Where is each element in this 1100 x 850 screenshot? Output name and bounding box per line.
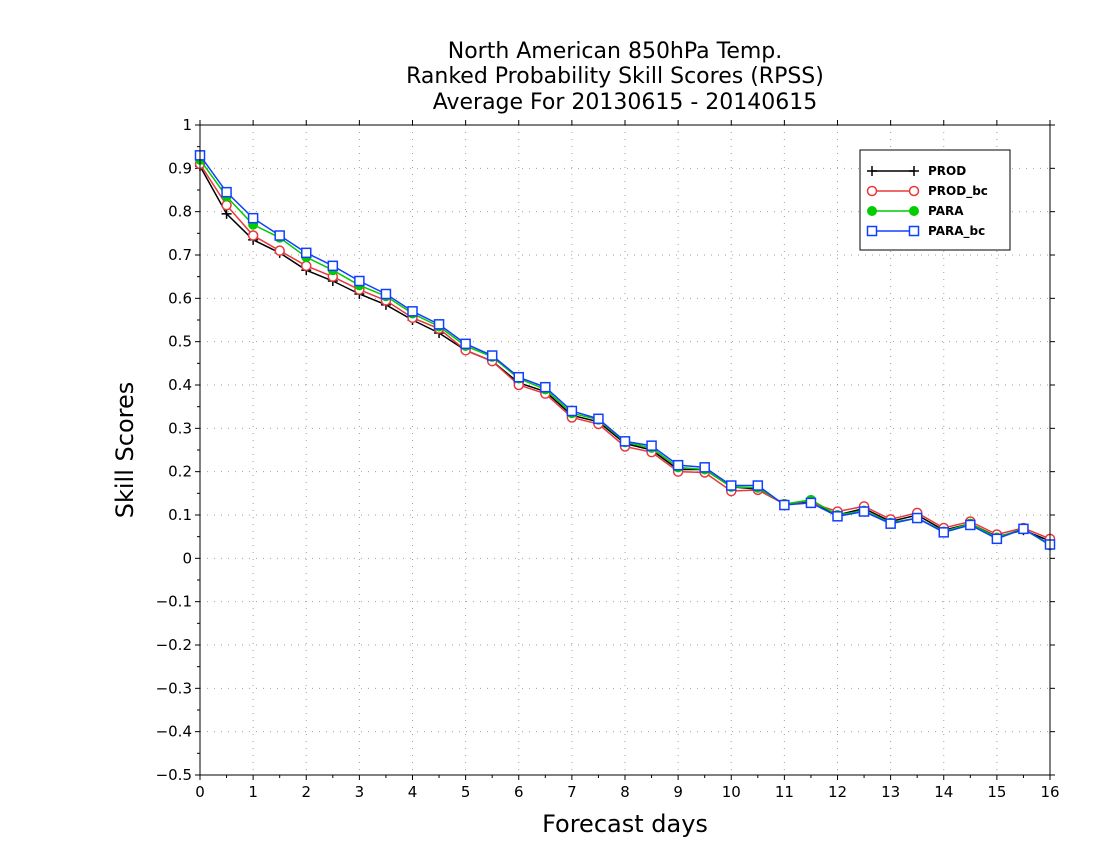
data-point [274,230,285,241]
x-tick-label: 13 [881,783,900,801]
data-point [433,319,445,330]
data-point [593,413,604,425]
data-point [513,371,524,383]
x-tick-label: 3 [355,783,365,801]
legend-marker [908,225,920,237]
data-point [354,275,365,287]
data-point [832,511,843,522]
data-point [938,527,949,538]
y-tick-label: 0.5 [168,333,192,351]
data-point [327,260,339,272]
data-point [858,506,870,517]
data-point [699,462,710,473]
plot-frame [199,124,1051,776]
y-tick-label: −0.5 [156,766,192,784]
y-tick-label: 1 [182,116,192,134]
series-para-bc [194,150,1056,550]
legend-item-para-bc: PARA_bc [866,224,985,239]
legend-item-para: PARA [867,204,964,218]
y-tick-label: −0.2 [156,636,192,654]
y-tick-label: −0.4 [156,723,192,741]
data-point [619,436,631,447]
legend-marker [909,166,919,176]
y-tick-label: −0.3 [156,679,192,697]
x-tick-label: 1 [248,783,258,801]
data-point [221,208,232,219]
data-point [301,260,312,272]
data-point [380,288,392,300]
y-tick-label: −0.1 [156,593,192,611]
y-tick-label: 0.9 [168,159,192,177]
legend-marker [866,185,878,197]
data-point [221,186,232,198]
data-point [247,212,259,224]
x-tick-label: 15 [987,783,1006,801]
y-tick-label: 0.4 [168,376,192,394]
data-point [460,338,471,350]
axis-ticks: −0.5 −0.4 −0.3 −0.2 −0.1 0 0.1 0.2 0.3 0.4 0.5 0.6 0… [156,116,1060,801]
data-point [752,480,764,491]
legend-marker [867,206,877,216]
data-point [247,230,259,241]
data-point [301,247,312,259]
x-tick-label: 7 [567,783,577,801]
y-tick-label: 0.6 [168,289,192,307]
y-tick-label: 0.7 [168,246,192,264]
x-tick-label: 6 [514,783,524,801]
legend-label: PARA [928,204,964,218]
data-point [672,459,684,471]
y-tick-label: 0.2 [168,463,192,481]
legend-marker [909,206,919,216]
legend-label: PARA_bc [928,224,985,239]
legend-marker [867,166,877,176]
x-tick-label: 12 [828,783,847,801]
data-point [407,306,418,317]
data-point [965,519,976,531]
title-line-2: Ranked Probability Skill Scores (RPSS) [406,64,824,89]
y-tick-label: 0.3 [168,419,192,437]
legend-label: PROD_bc [928,184,988,199]
x-axis-title: Forecast days [542,810,708,838]
data-point [486,350,498,361]
x-tick-label: 5 [461,783,471,801]
data-point [885,518,896,529]
data-point [1018,523,1029,535]
y-tick-label: 0 [182,549,192,567]
x-tick-label: 10 [722,783,741,801]
y-tick-label: 0.8 [168,203,192,221]
data-point [779,499,790,511]
x-tick-label: 0 [195,783,205,801]
data-point [805,497,817,509]
x-tick-label: 9 [673,783,683,801]
y-axis-title: Skill Scores [111,382,139,519]
x-tick-label: 14 [934,783,953,801]
legend-marker [866,225,878,237]
legend-item-prod: PROD [867,164,966,178]
legend: PROD PROD_bc PARA PARA_bc [859,149,1011,251]
x-tick-label: 11 [775,783,794,801]
data-point [566,405,578,417]
x-tick-label: 4 [408,783,418,801]
legend-box [859,149,1011,251]
x-tick-label: 16 [1040,783,1059,801]
legend-label: PROD [928,164,966,178]
data-point [274,245,285,256]
y-tick-label: 0.1 [168,506,192,524]
series-group [194,150,1056,551]
x-tick-label: 2 [301,783,311,801]
chart-title: North American 850hPa Temp. Ranked Proba… [406,39,824,115]
data-point [726,480,737,491]
data-point [540,381,551,393]
legend-item-prod-bc: PROD_bc [866,184,988,199]
legend-marker [908,185,920,197]
x-tick-label: 8 [620,783,630,801]
data-point [221,199,232,211]
data-point [991,533,1003,545]
data-point [911,512,923,524]
title-line-1: North American 850hPa Temp. [448,39,783,64]
data-point [646,440,657,451]
title-line-3: Average For 20130615 - 20140615 [433,90,818,115]
